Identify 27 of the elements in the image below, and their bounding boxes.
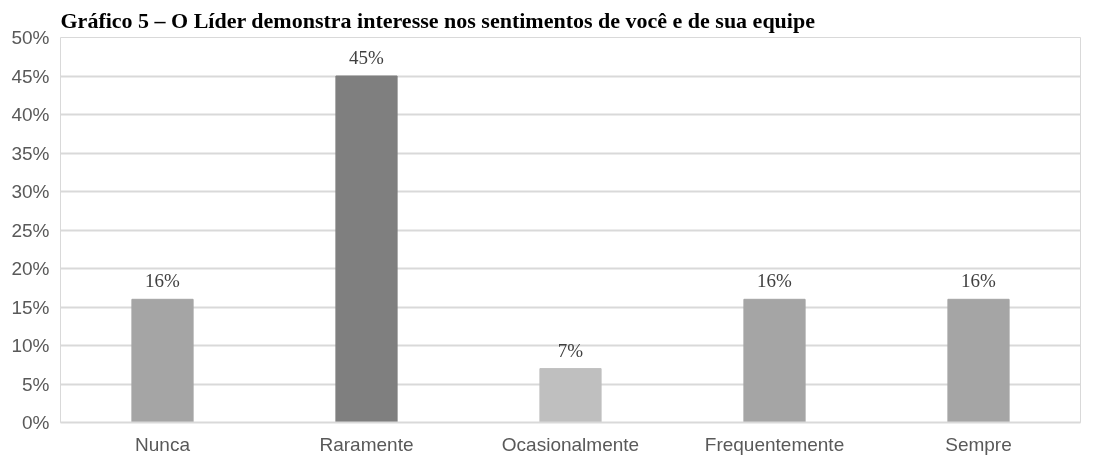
bar xyxy=(539,368,602,423)
y-tick-label: 30% xyxy=(11,181,50,202)
y-tick-label: 0% xyxy=(22,412,50,433)
data-label: 16% xyxy=(145,270,181,292)
data-label: 45% xyxy=(349,47,385,68)
y-tick-label: 10% xyxy=(11,335,50,356)
y-tick-label: 25% xyxy=(11,219,50,241)
data-label: 16% xyxy=(757,270,793,292)
bar xyxy=(743,298,806,423)
x-tick-label: Frequentemente xyxy=(704,433,845,455)
x-tick-label: Sempre xyxy=(945,433,1012,455)
y-tick-label: 40% xyxy=(11,104,50,125)
y-tick-label: 45% xyxy=(11,65,50,87)
y-tick-label: 5% xyxy=(22,373,50,395)
x-tick-label: Ocasionalmente xyxy=(501,433,640,455)
bar xyxy=(335,75,398,423)
data-label: 7% xyxy=(557,339,584,361)
x-tick-label: Raramente xyxy=(319,433,414,455)
y-tick-label: 20% xyxy=(11,258,50,279)
data-label: 16% xyxy=(961,270,997,292)
y-tick-label: 50% xyxy=(11,27,50,48)
x-tick-label: Nunca xyxy=(135,433,191,455)
chart-title: Gráfico 5 – O Líder demonstra interesse nos sentimentos de você e de sua equipe xyxy=(60,7,816,33)
bar xyxy=(947,298,1010,423)
y-tick-label: 35% xyxy=(11,142,50,164)
bar xyxy=(131,298,194,423)
y-tick-label: 15% xyxy=(11,296,50,318)
